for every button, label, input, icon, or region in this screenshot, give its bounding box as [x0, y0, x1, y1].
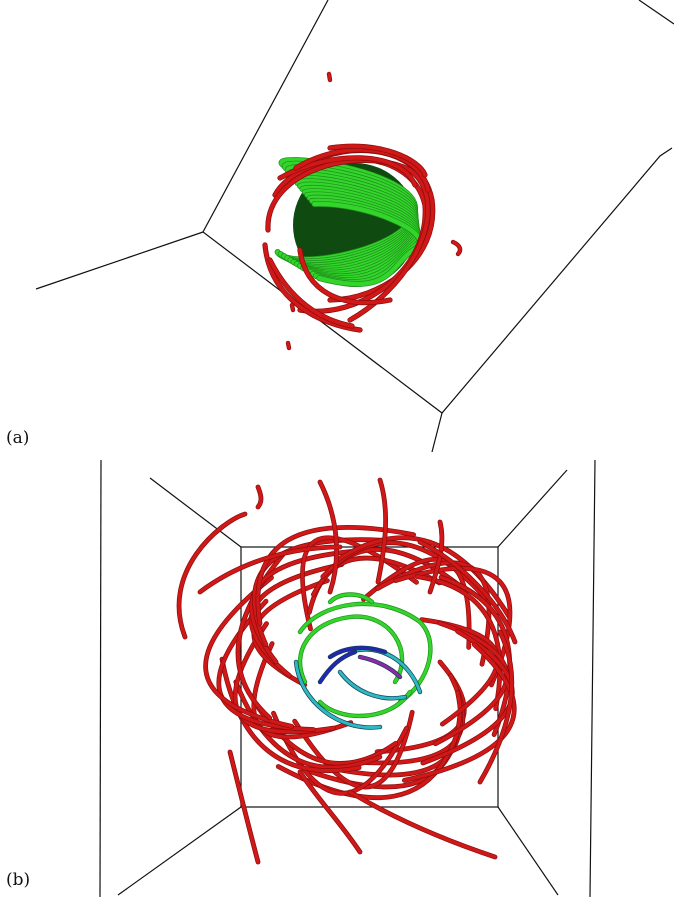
- red-field-line: [228, 750, 260, 864]
- core-field-line: [318, 650, 357, 684]
- field-line-bundle-a: [262, 71, 463, 351]
- panel-a-render: [35, 0, 674, 452]
- core-field-line: [358, 655, 402, 679]
- red-field-line-shadow: [176, 511, 248, 640]
- red-field-line: [203, 575, 294, 728]
- red-field-line: [177, 512, 247, 639]
- red-field-line: [220, 657, 361, 773]
- red-field-line: [298, 248, 392, 305]
- red-field-line: [198, 545, 342, 594]
- red-field-line: [418, 540, 517, 644]
- red-fragment: [451, 240, 462, 256]
- red-field-line: [318, 480, 339, 594]
- panel-label-b: (b): [6, 870, 31, 890]
- red-fragment: [286, 341, 291, 350]
- core-field-line: [294, 660, 382, 730]
- red-fragment: [327, 72, 332, 82]
- bounding-box-a: [35, 0, 674, 452]
- red-field-line: [294, 148, 430, 192]
- core-field-line: [298, 602, 432, 704]
- red-field-line: [298, 770, 362, 854]
- field-line-bundle-b: [176, 477, 518, 865]
- core-field-line: [328, 646, 387, 659]
- red-field-line: [256, 485, 263, 509]
- red-field-line: [276, 731, 459, 800]
- red-field-line: [348, 790, 497, 859]
- red-field-line: [271, 711, 409, 796]
- panel-a: (a): [6, 0, 674, 452]
- core-field-line: [318, 690, 412, 718]
- core-field-line: [328, 593, 374, 604]
- red-field-line: [478, 630, 514, 784]
- red-field-line: [402, 642, 516, 783]
- red-fragment: [290, 303, 295, 312]
- panel-b-render: [99, 459, 596, 898]
- red-field-line: [266, 158, 430, 322]
- red-field-line: [394, 566, 512, 687]
- panel-b: (b): [0, 452, 674, 901]
- red-field-line: [376, 478, 388, 584]
- red-field-line: [328, 144, 427, 177]
- core-field-line-shadow: [317, 649, 358, 685]
- red-field-line-shadow: [347, 789, 498, 860]
- red-field-line: [439, 575, 512, 737]
- core-field-line: [338, 670, 407, 700]
- red-field-line: [256, 525, 416, 626]
- red-field-line: [293, 710, 414, 789]
- red-field-line: [415, 574, 502, 711]
- red-field-line: [268, 258, 354, 328]
- panel-label-a: (a): [6, 428, 30, 448]
- red-field-line: [336, 536, 511, 619]
- core-field-line: [298, 615, 404, 684]
- red-field-line: [234, 680, 382, 770]
